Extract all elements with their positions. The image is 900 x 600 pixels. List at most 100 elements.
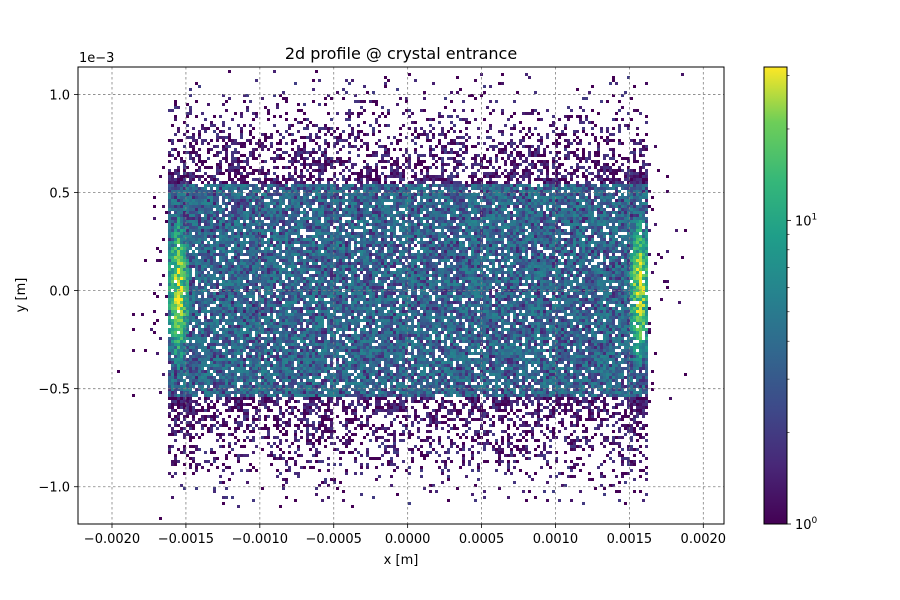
heatmap-cell — [315, 316, 318, 319]
heatmap-cell — [270, 214, 273, 217]
heatmap-cell — [198, 193, 201, 196]
heatmap-cell — [204, 310, 207, 313]
heatmap-cell — [261, 214, 264, 217]
heatmap-cell — [291, 319, 294, 322]
heatmap-cell — [324, 256, 327, 259]
heatmap-cell — [333, 130, 336, 133]
heatmap-cell — [312, 244, 315, 247]
heatmap-cell — [318, 292, 321, 295]
heatmap-cell — [171, 181, 174, 184]
heatmap-cell — [294, 277, 297, 280]
heatmap-cell — [192, 277, 195, 280]
heatmap-cell — [195, 367, 198, 370]
heatmap-cell — [318, 424, 321, 427]
heatmap-cell — [285, 292, 288, 295]
heatmap-cell — [333, 250, 336, 253]
heatmap-cell — [186, 196, 189, 199]
heatmap-cell — [246, 232, 249, 235]
heatmap-cell — [237, 340, 240, 343]
heatmap-cell — [240, 172, 243, 175]
heatmap-cell — [264, 337, 267, 340]
heatmap-cell — [213, 334, 216, 337]
heatmap-cell — [204, 229, 207, 232]
heatmap-cell — [255, 406, 258, 409]
heatmap-cell — [309, 367, 312, 370]
heatmap-cell — [309, 403, 312, 406]
heatmap-cell — [177, 250, 180, 253]
heatmap-cell — [204, 226, 207, 229]
chart-title: 2d profile @ crystal entrance — [285, 44, 517, 63]
heatmap-cell — [168, 394, 171, 397]
heatmap-cell — [186, 172, 189, 175]
heatmap-cell — [276, 304, 279, 307]
heatmap-cell — [171, 370, 174, 373]
heatmap-cell — [231, 373, 234, 376]
heatmap-cell — [294, 295, 297, 298]
heatmap-cell — [246, 214, 249, 217]
heatmap-cell — [324, 412, 327, 415]
heatmap-cell — [276, 154, 279, 157]
heatmap-cell — [252, 172, 255, 175]
heatmap-cell — [297, 154, 300, 157]
heatmap-cell — [252, 298, 255, 301]
heatmap-cell — [201, 433, 204, 436]
heatmap-cell — [333, 304, 336, 307]
heatmap-cell — [225, 307, 228, 310]
heatmap-cell — [285, 265, 288, 268]
heatmap-cell — [291, 124, 294, 127]
heatmap-cell — [228, 337, 231, 340]
heatmap-cell — [225, 391, 228, 394]
heatmap-cell — [213, 241, 216, 244]
heatmap-cell — [234, 211, 237, 214]
heatmap-cell — [291, 373, 294, 376]
heatmap-cell — [186, 256, 189, 259]
heatmap-cell — [309, 382, 312, 385]
heatmap-cell — [249, 352, 252, 355]
heatmap-cell — [291, 271, 294, 274]
heatmap-cell — [222, 382, 225, 385]
heatmap-cell — [324, 97, 327, 100]
heatmap-cell — [213, 364, 216, 367]
heatmap-cell — [159, 250, 162, 253]
heatmap-cell — [330, 409, 333, 412]
heatmap-cell — [276, 298, 279, 301]
heatmap-cell — [297, 427, 300, 430]
heatmap-cell — [303, 361, 306, 364]
heatmap-cell — [306, 427, 309, 430]
heatmap-cell — [186, 229, 189, 232]
heatmap-cell — [315, 355, 318, 358]
heatmap-cell — [225, 235, 228, 238]
heatmap-cell — [336, 331, 339, 334]
heatmap-cell — [210, 217, 213, 220]
heatmap-cell — [330, 352, 333, 355]
heatmap-cell — [264, 322, 267, 325]
heatmap-cell — [273, 214, 276, 217]
heatmap-cell — [279, 454, 282, 457]
heatmap-cell — [276, 190, 279, 193]
heatmap-cell — [270, 361, 273, 364]
heatmap-cell — [327, 397, 330, 400]
heatmap-cell — [231, 340, 234, 343]
heatmap-cell — [282, 415, 285, 418]
heatmap-cell — [276, 352, 279, 355]
heatmap-cell — [336, 241, 339, 244]
heatmap-cell — [180, 238, 183, 241]
heatmap-cell — [270, 223, 273, 226]
heatmap-cell — [300, 109, 303, 112]
heatmap-cell — [270, 244, 273, 247]
heatmap-cell — [267, 379, 270, 382]
heatmap-cell — [342, 178, 345, 181]
heatmap-cell — [333, 385, 336, 388]
heatmap-cell — [171, 283, 174, 286]
heatmap-cell — [297, 241, 300, 244]
heatmap-cell — [204, 262, 207, 265]
heatmap-cell — [219, 184, 222, 187]
heatmap-cell — [228, 163, 231, 166]
heatmap-cell — [306, 247, 309, 250]
heatmap-cell — [252, 241, 255, 244]
heatmap-cell — [285, 391, 288, 394]
heatmap-cell — [264, 217, 267, 220]
heatmap-cell — [270, 136, 273, 139]
heatmap-cell — [255, 412, 258, 415]
heatmap-cell — [267, 316, 270, 319]
